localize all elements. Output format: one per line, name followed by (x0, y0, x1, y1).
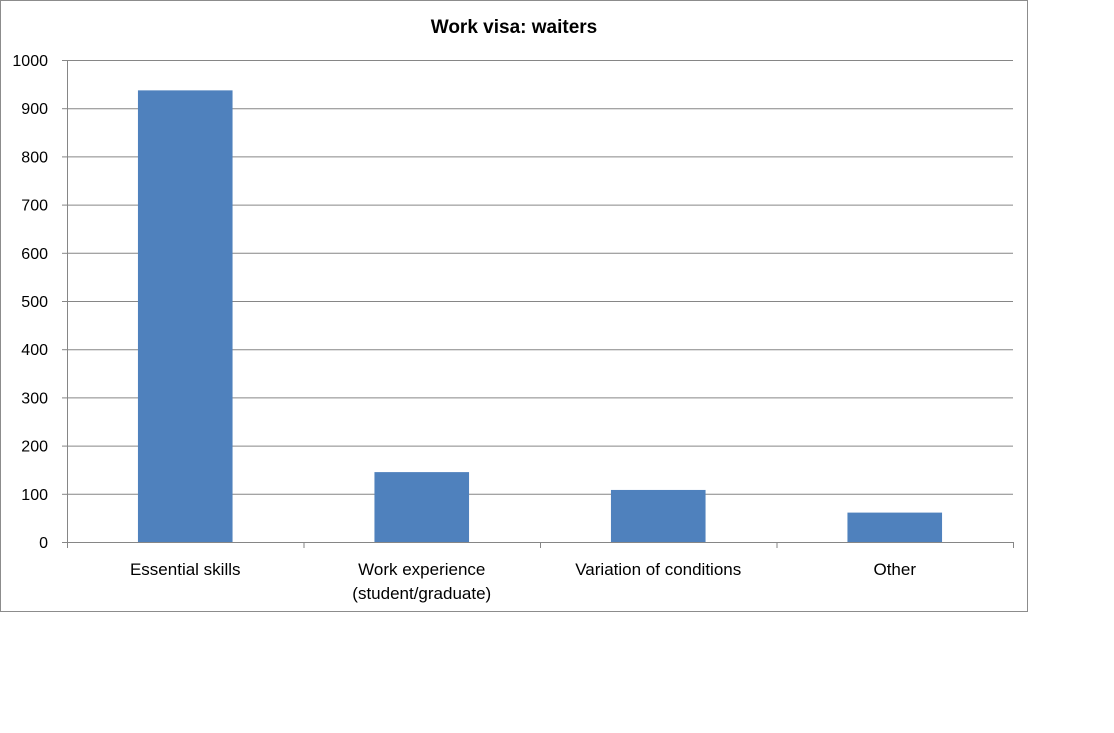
y-tick-label: 700 (21, 198, 48, 215)
y-tick-label: 500 (21, 294, 48, 311)
y-tick-label: 300 (21, 390, 48, 407)
bars (137, 90, 943, 542)
bar (137, 90, 233, 542)
y-tick-label: 0 (39, 535, 48, 552)
y-tick-label: 100 (21, 487, 48, 504)
x-tick-label: Other (873, 560, 916, 579)
x-tick-label: Essential skills (130, 560, 241, 579)
y-tick-label: 400 (21, 342, 48, 359)
axes (62, 60, 1014, 548)
bar-chart: Work visa: waiters 0 100 200 300 400 500 600 70… (12, 17, 1014, 603)
y-tick-label: 900 (21, 101, 48, 118)
x-tick-label: (student/graduate) (352, 584, 491, 603)
y-tick-label: 200 (21, 439, 48, 456)
y-tick-label: 600 (21, 246, 48, 263)
chart-title: Work visa: waiters (431, 17, 598, 38)
labels: 0 100 200 300 400 500 600 700 800 900 1000 Essentia… (12, 53, 916, 603)
bar (374, 472, 470, 542)
x-tick-label: Variation of conditions (575, 560, 741, 579)
y-tick-label: 800 (21, 149, 48, 166)
y-tick-label: 1000 (12, 53, 48, 70)
x-tick-label: Work experience (358, 560, 485, 579)
bar (847, 512, 943, 542)
bar (610, 489, 706, 542)
